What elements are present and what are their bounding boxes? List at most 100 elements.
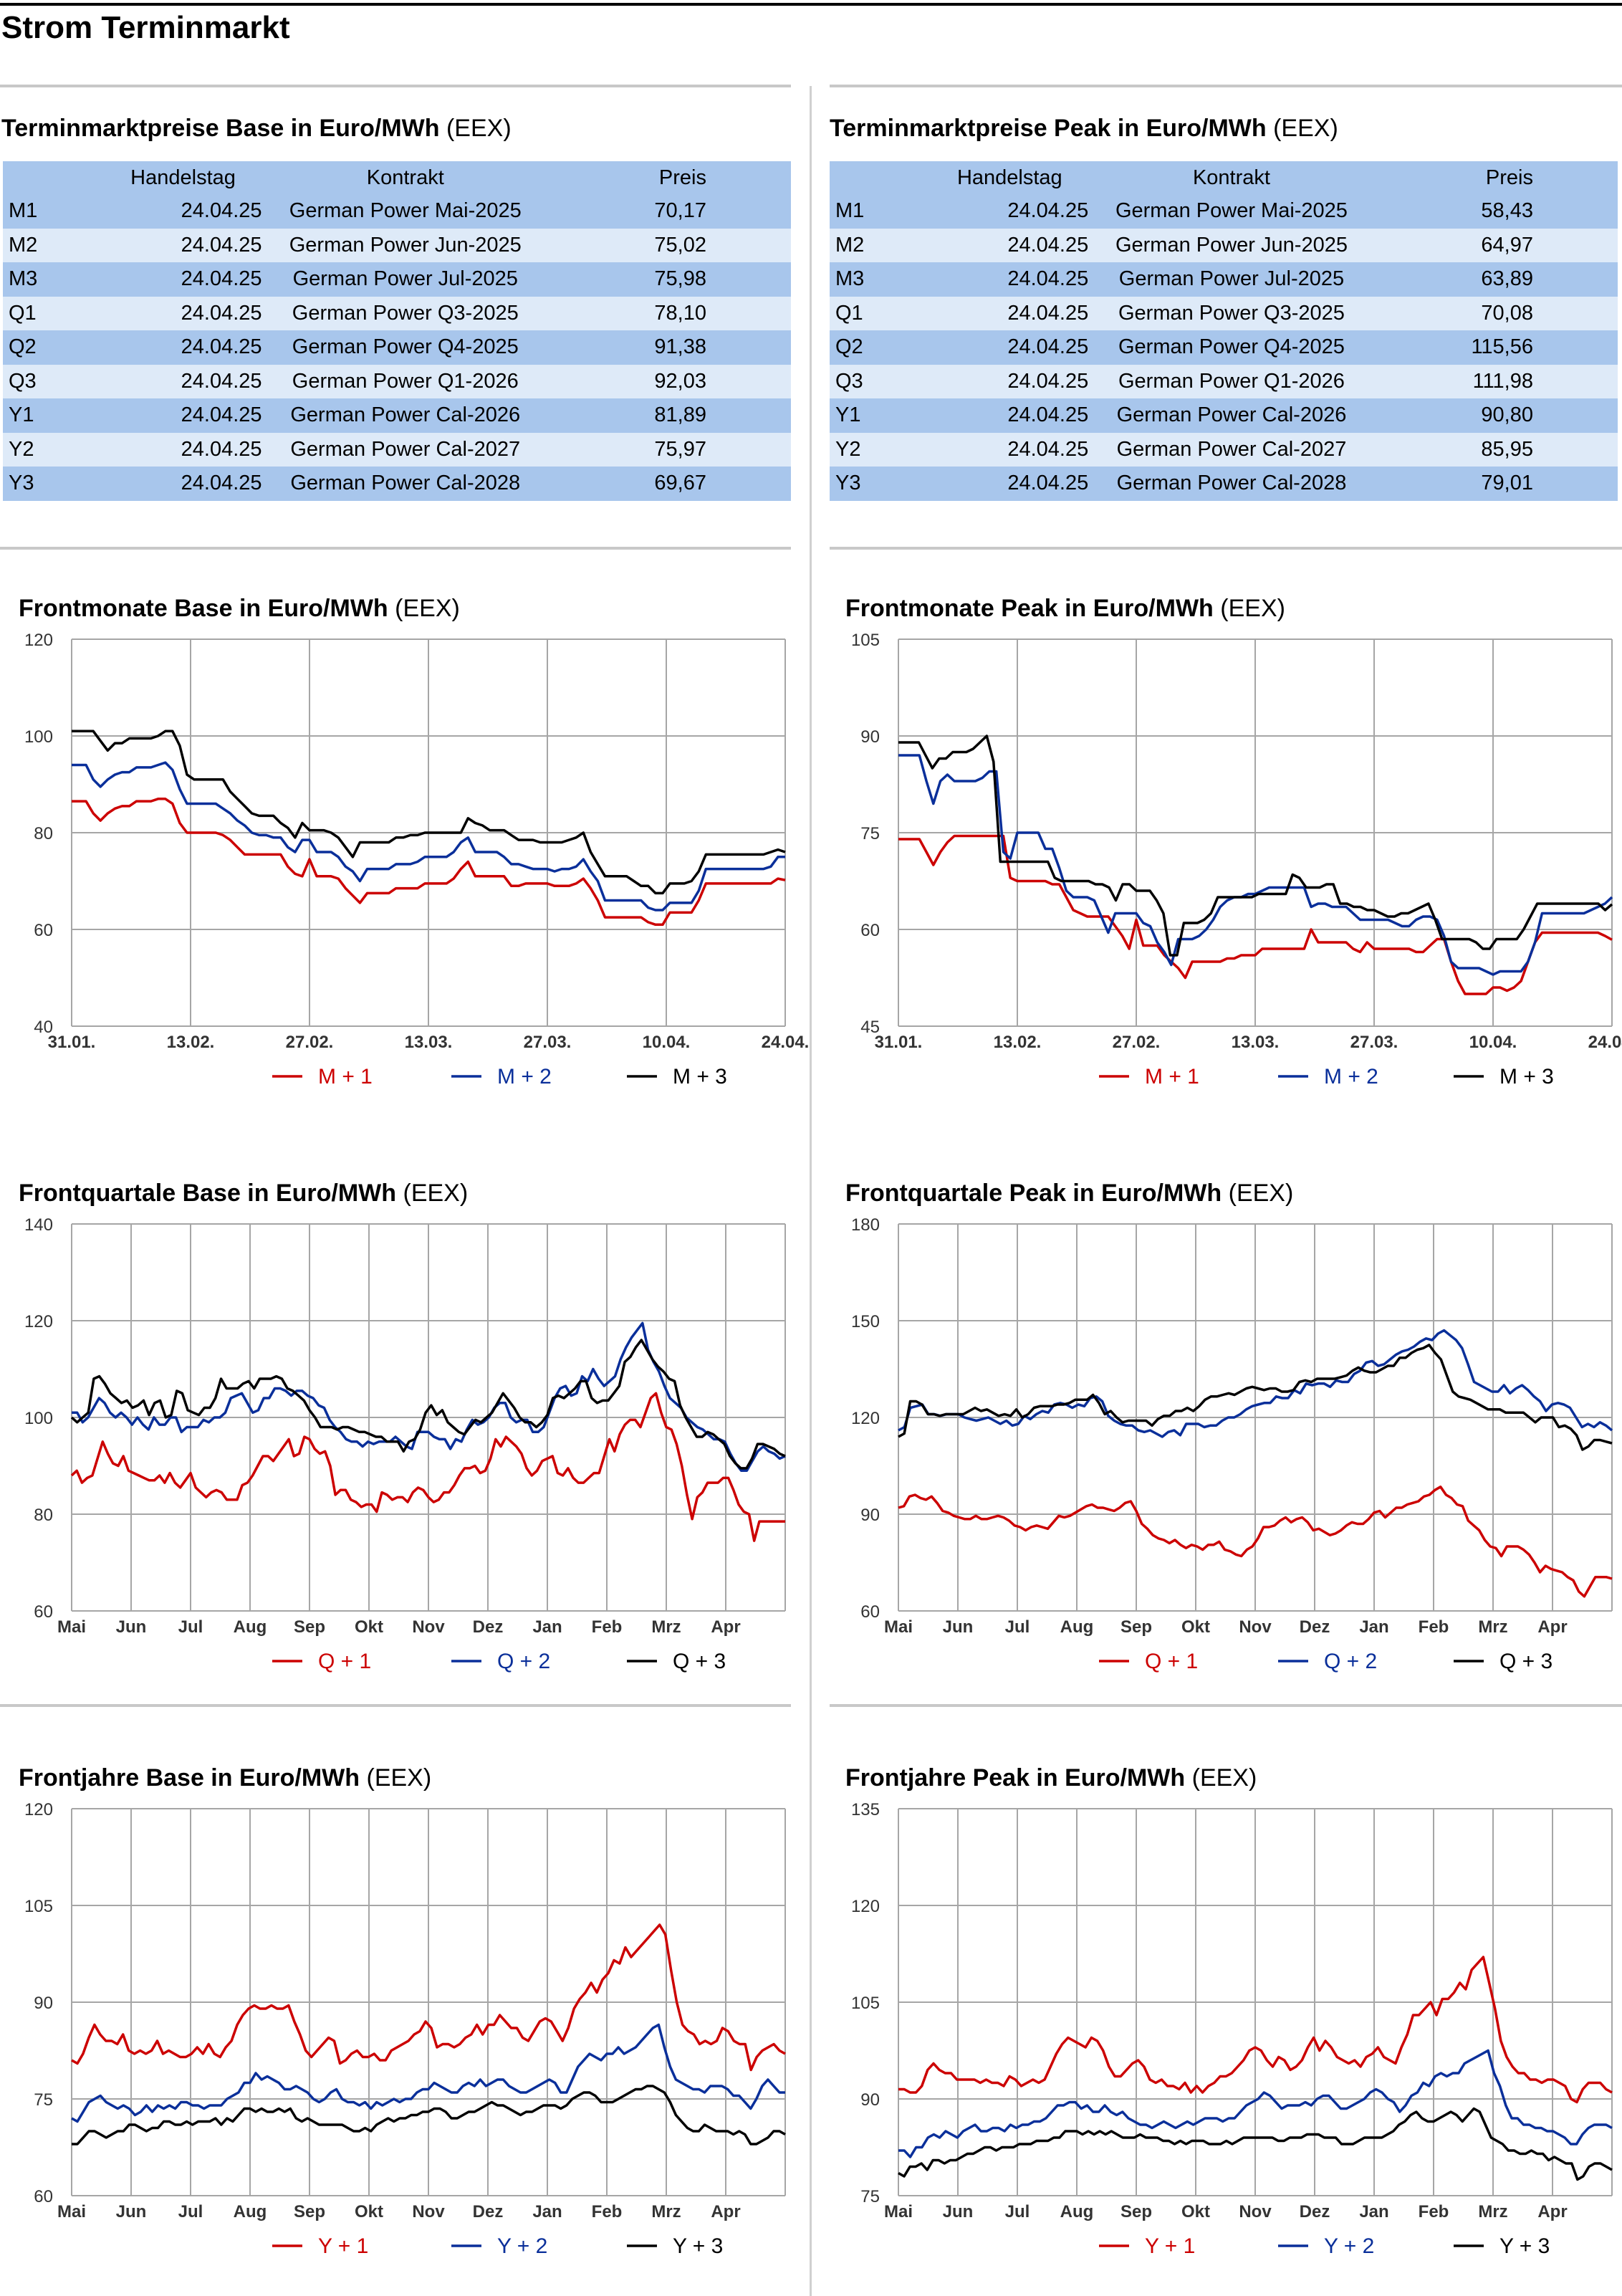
- divider: [830, 85, 1622, 87]
- price: 78,10: [548, 296, 791, 330]
- x-tick-label: Aug: [234, 2202, 267, 2221]
- legend-label: Y + 2: [1324, 2234, 1374, 2258]
- table-row: Y2 24.04.25 German Power Cal-2027 75,97: [3, 432, 791, 467]
- series-line: [898, 1329, 1613, 1438]
- y-tick-label: 120: [24, 1312, 53, 1331]
- x-tick-label: Feb: [1419, 1617, 1449, 1637]
- table-header: Preis: [548, 161, 791, 194]
- contract-name: German Power Q1-2026: [261, 364, 549, 398]
- price: 58,43: [1374, 194, 1618, 229]
- peak-price-table: Handelstag Kontrakt Preis M1 24.04.25 Germ…: [830, 161, 1618, 501]
- y-tick-label: 75: [860, 2187, 880, 2206]
- x-tick-label: 27.03.: [524, 1033, 572, 1052]
- y-tick-label: 120: [851, 1897, 880, 1916]
- contract-name: German Power Cal-2027: [261, 432, 549, 467]
- price: 63,89: [1374, 262, 1618, 297]
- x-tick-label: Dez: [473, 1617, 504, 1637]
- y-tick-label: 45: [860, 1018, 880, 1037]
- x-tick-label: 27.03.: [1350, 1033, 1398, 1052]
- trading-day: 24.04.25: [61, 432, 262, 467]
- chart-title: Frontjahre Base in Euro/MWh (EEX): [19, 1764, 431, 1792]
- x-tick-label: 13.02.: [167, 1033, 215, 1052]
- x-tick-label: Mai: [57, 2202, 86, 2221]
- y-tick-label: 60: [34, 1602, 53, 1622]
- contract-name: German Power Cal-2027: [1088, 432, 1375, 467]
- y-tick-label: 105: [24, 1897, 53, 1916]
- table-row: Q3 24.04.25 German Power Q1-2026 111,98: [830, 364, 1618, 398]
- x-tick-label: 27.02.: [1113, 1033, 1161, 1052]
- contract-code: M2: [3, 228, 62, 262]
- chart-title: Frontquartale Peak in Euro/MWh (EEX): [845, 1180, 1293, 1207]
- price: 75,97: [548, 432, 791, 467]
- contract-code: Q2: [3, 330, 62, 365]
- contract-name: German Power Jun-2025: [261, 228, 549, 262]
- trading-day: 24.04.25: [888, 228, 1089, 262]
- y-tick-label: 140: [24, 1215, 53, 1235]
- table-row: M3 24.04.25 German Power Jul-2025 63,89: [830, 262, 1618, 297]
- contract-name: German Power Q3-2025: [261, 296, 549, 330]
- x-tick-label: Mrz: [651, 1617, 681, 1637]
- x-tick-label: Jun: [943, 2202, 974, 2221]
- table-header: Kontrakt: [261, 161, 549, 194]
- table-header: Kontrakt: [1088, 161, 1375, 194]
- x-tick-label: Sep: [294, 1617, 325, 1637]
- title-bold: Frontquartale Peak in Euro/MWh: [845, 1180, 1222, 1207]
- series-line: [898, 2107, 1613, 2181]
- title-source: (EEX): [446, 115, 512, 142]
- divider: [0, 547, 791, 550]
- table-row: Q1 24.04.25 German Power Q3-2025 70,08: [830, 296, 1618, 330]
- contract-code: Q1: [3, 296, 62, 330]
- series-line: [70, 1392, 785, 1542]
- contract-name: German Power Q4-2025: [1088, 330, 1375, 365]
- x-tick-label: 13.03.: [405, 1033, 453, 1052]
- contract-code: Y2: [830, 432, 888, 467]
- x-tick-label: Jan: [1359, 1617, 1388, 1637]
- x-tick-label: Jun: [116, 2202, 147, 2221]
- x-tick-label: Mrz: [651, 2202, 681, 2221]
- contract-code: Q3: [3, 364, 62, 398]
- table-row: Y1 24.04.25 German Power Cal-2026 81,89: [3, 398, 791, 433]
- table-row: Y2 24.04.25 German Power Cal-2027 85,95: [830, 432, 1618, 467]
- y-tick-label: 120: [24, 631, 53, 650]
- x-tick-label: 24.04.: [762, 1033, 810, 1052]
- x-tick-label: Jul: [178, 2202, 203, 2221]
- x-tick-label: Dez: [1300, 1617, 1330, 1637]
- contract-code: Y1: [830, 398, 888, 433]
- legend-label: M + 3: [1499, 1065, 1554, 1089]
- x-tick-label: Okt: [355, 2202, 383, 2221]
- y-tick-label: 90: [860, 2090, 880, 2110]
- contract-code: M2: [830, 228, 888, 262]
- title-source: (EEX): [395, 595, 460, 622]
- contract-code: Y2: [3, 432, 62, 467]
- title-source: (EEX): [1228, 1180, 1294, 1207]
- y-tick-label: 80: [34, 1506, 53, 1525]
- table-row: Q2 24.04.25 German Power Q4-2025 91,38: [3, 330, 791, 365]
- price: 70,17: [548, 194, 791, 229]
- contract-code: M1: [830, 194, 888, 229]
- contract-name: German Power Cal-2028: [1088, 467, 1375, 501]
- peak-table-title: Terminmarktpreise Peak in Euro/MWh (EEX): [830, 115, 1338, 143]
- title-source: (EEX): [403, 1180, 469, 1207]
- title-source: (EEX): [1273, 115, 1338, 142]
- series-line: [898, 735, 1613, 957]
- y-tick-label: 40: [34, 1018, 53, 1037]
- x-tick-label: Dez: [1300, 2202, 1330, 2221]
- x-tick-label: Jul: [1005, 2202, 1030, 2221]
- y-tick-label: 100: [24, 727, 53, 747]
- y-tick-label: 90: [860, 1506, 880, 1525]
- price: 81,89: [548, 398, 791, 433]
- legend-label: Q + 3: [673, 1650, 726, 1673]
- trading-day: 24.04.25: [888, 398, 1089, 433]
- x-tick-label: Aug: [1060, 1617, 1094, 1637]
- x-tick-label: 27.02.: [286, 1033, 334, 1052]
- x-tick-label: Mrz: [1478, 2202, 1507, 2221]
- x-tick-label: Jul: [1005, 1617, 1030, 1637]
- price: 64,97: [1374, 228, 1618, 262]
- contract-name: German Power Mai-2025: [261, 194, 549, 229]
- x-tick-label: Jan: [532, 2202, 562, 2221]
- x-tick-label: Okt: [1181, 2202, 1210, 2221]
- contract-name: German Power Q3-2025: [1088, 296, 1375, 330]
- table-body: M1 24.04.25 German Power Mai-2025 58,43 M2 24…: [830, 194, 1618, 501]
- contract-code: Y3: [3, 467, 62, 501]
